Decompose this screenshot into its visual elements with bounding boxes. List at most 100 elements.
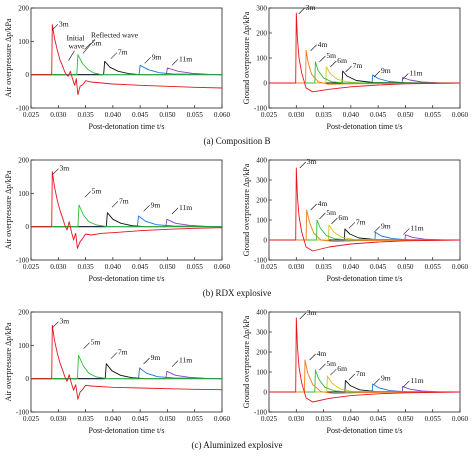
series-line-9m bbox=[31, 215, 222, 228]
annotation-arrow bbox=[373, 70, 381, 78]
annotation-label-5m: 5m bbox=[326, 51, 336, 60]
y-axis-label: Ground overpressure Δp/kPa bbox=[242, 315, 251, 408]
y-tick-label: 200 bbox=[256, 197, 267, 205]
x-tick-label: 0.040 bbox=[105, 415, 122, 423]
series-line-7m bbox=[269, 228, 460, 241]
y-tick-label: 0 bbox=[25, 223, 29, 231]
y-tick-label: -100 bbox=[16, 257, 30, 265]
x-tick-label: 0.045 bbox=[370, 415, 387, 423]
series-line-6m bbox=[269, 224, 460, 241]
annotation-label-3m: 3m bbox=[59, 317, 69, 326]
series-group bbox=[269, 12, 460, 93]
annotation-arrow bbox=[84, 43, 91, 50]
x-axis-label: Post-detonation time t/s bbox=[327, 122, 403, 131]
annotation-arrow bbox=[319, 55, 326, 63]
y-tick-label: -100 bbox=[254, 105, 268, 113]
annotation-label-3m: 3m bbox=[307, 308, 317, 317]
series-line-7m bbox=[269, 70, 460, 84]
annotation-arrow bbox=[348, 222, 356, 229]
annotation-label-6m: 6m bbox=[337, 364, 347, 373]
y-tick-label: 200 bbox=[18, 309, 29, 317]
x-tick-label: 0.050 bbox=[397, 415, 414, 423]
x-tick-label: 0.035 bbox=[77, 415, 94, 423]
x-tick-label: 0.045 bbox=[132, 415, 149, 423]
x-tick-label: 0.035 bbox=[315, 263, 332, 271]
annotation-label-4m: 4m bbox=[318, 40, 328, 49]
annotation-arrow bbox=[402, 73, 409, 80]
annotation-arrow bbox=[309, 353, 316, 361]
annotation-arrow bbox=[52, 168, 59, 175]
annotation-arrow bbox=[143, 357, 150, 365]
x-tick-label: 0.055 bbox=[425, 111, 442, 119]
annotation-label-3m: 3m bbox=[307, 157, 317, 166]
y-axis-label: Air overpressure Δp/kPa bbox=[4, 18, 13, 97]
annotation-label-7m: 7m bbox=[118, 348, 128, 357]
series-line-11m bbox=[31, 370, 222, 380]
annotation-label-7m: 7m bbox=[356, 369, 366, 378]
annotation-arrow bbox=[143, 205, 150, 212]
y-tick-label: -100 bbox=[254, 257, 268, 265]
annotation-label-11m: 11m bbox=[179, 54, 192, 63]
y-axis-label: Air overpressure Δp/kPa bbox=[4, 170, 13, 249]
annotation-label-4m: 4m bbox=[317, 349, 327, 358]
annotation-label-9m: 9m bbox=[381, 373, 391, 382]
x-tick-label: 0.030 bbox=[288, 415, 305, 423]
x-tick-label: 0.050 bbox=[397, 263, 414, 271]
y-tick-label: 100 bbox=[18, 38, 29, 46]
y-tick-label: -100 bbox=[16, 105, 30, 113]
series-group bbox=[269, 167, 460, 252]
series-line-4m bbox=[269, 50, 460, 85]
x-tick-label: 0.025 bbox=[261, 263, 278, 271]
series-line-5m bbox=[31, 54, 222, 76]
x-tick-label: 0.025 bbox=[23, 111, 40, 119]
x-tick-label: 0.055 bbox=[425, 415, 442, 423]
y-tick-label: 300 bbox=[256, 329, 267, 337]
x-tick-label: 0.050 bbox=[159, 263, 176, 271]
x-tick-label: 0.035 bbox=[315, 111, 332, 119]
series-line-5m bbox=[269, 61, 460, 84]
annotation-arrow bbox=[299, 161, 306, 169]
series-line-3m bbox=[269, 12, 460, 93]
x-tick-label: 0.040 bbox=[105, 111, 122, 119]
annotation-arrow bbox=[373, 226, 381, 233]
annotation-arrow bbox=[110, 52, 118, 59]
y-tick-label: 100 bbox=[256, 369, 267, 377]
chart-panel-c-right: 0.025 0.030 0.035 0.040 0.045 0.050 0.055 0.060… bbox=[242, 308, 468, 435]
annotation-label-11m: 11m bbox=[179, 356, 192, 365]
annotation-initial-wave: Initial bbox=[66, 34, 84, 43]
x-tick-label: 0.025 bbox=[261, 111, 278, 119]
x-tick-label: 0.040 bbox=[343, 111, 360, 119]
annotation-arrow bbox=[68, 50, 75, 61]
x-tick-label: 0.055 bbox=[425, 263, 442, 271]
x-tick-label: 0.050 bbox=[397, 111, 414, 119]
y-axis-label: Air overpressure Δp/kPa bbox=[4, 322, 13, 401]
series-line-11m bbox=[31, 67, 222, 76]
x-tick-label: 0.030 bbox=[50, 111, 67, 119]
x-axis-label: Post-detonation time t/s bbox=[89, 274, 165, 283]
y-tick-label: 100 bbox=[256, 217, 267, 225]
annotation-label-5m: 5m bbox=[92, 186, 102, 195]
series-line-3m bbox=[269, 167, 460, 252]
annotation-arrow bbox=[110, 352, 118, 359]
annotation-label-9m: 9m bbox=[152, 52, 162, 61]
x-tick-label: 0.060 bbox=[452, 111, 469, 119]
chart-panel-a-right: 0.025 0.030 0.035 0.040 0.045 0.050 0.055 0.060… bbox=[242, 3, 468, 131]
annotation-label-9m: 9m bbox=[151, 200, 161, 209]
annotation-label-11m: 11m bbox=[179, 203, 192, 212]
series-line-5m bbox=[31, 354, 222, 380]
plot-frame bbox=[30, 7, 223, 109]
plot-frame bbox=[268, 7, 461, 109]
annotation-label-11m: 11m bbox=[410, 223, 423, 232]
x-tick-label: 0.030 bbox=[50, 263, 67, 271]
annotation-label-7m: 7m bbox=[118, 48, 128, 57]
series-line-7m bbox=[31, 212, 222, 228]
annotation-arrow bbox=[82, 39, 96, 54]
y-tick-label: 200 bbox=[256, 349, 267, 357]
series-line-7m bbox=[31, 60, 222, 76]
annotation-label-3m: 3m bbox=[306, 3, 316, 12]
x-axis-label: Post-detonation time t/s bbox=[89, 122, 165, 131]
x-tick-label: 0.045 bbox=[370, 111, 387, 119]
x-tick-label: 0.060 bbox=[214, 415, 231, 423]
series-group bbox=[31, 171, 222, 249]
x-tick-label: 0.055 bbox=[187, 263, 204, 271]
